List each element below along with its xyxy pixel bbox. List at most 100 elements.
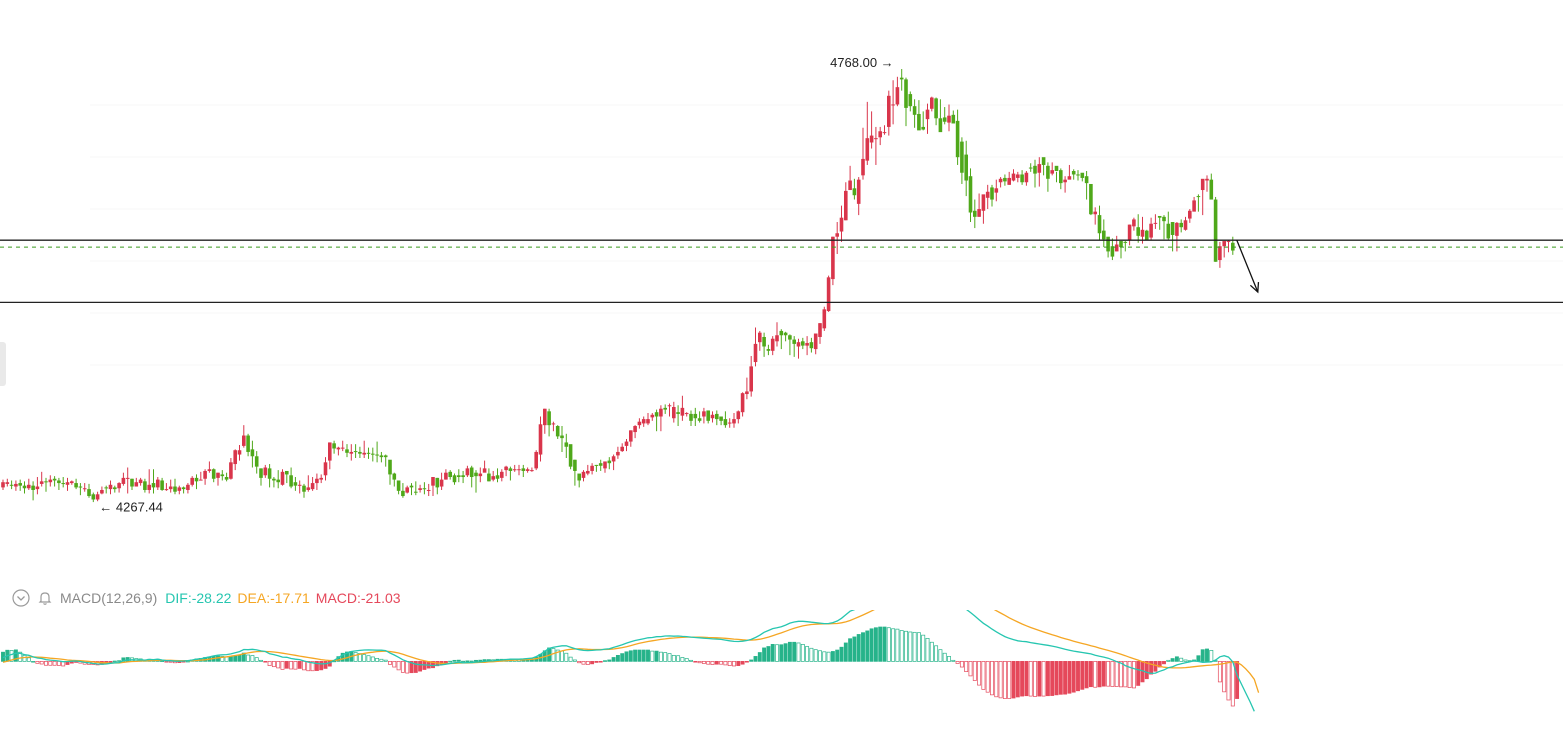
candle-body — [973, 210, 977, 217]
candle-body — [242, 435, 246, 446]
candle-body — [1153, 222, 1158, 224]
projection-arrow — [1236, 239, 1260, 294]
candle-body — [981, 194, 986, 211]
candle — [18, 479, 22, 491]
candle-body — [624, 441, 629, 446]
candle-body — [168, 486, 173, 490]
macd-bar — [461, 660, 466, 663]
candle — [22, 481, 27, 494]
macd-bar — [951, 659, 956, 662]
bell-icon[interactable] — [36, 589, 54, 607]
candle-body — [856, 179, 861, 204]
macd-bar — [1205, 648, 1209, 662]
candle — [667, 403, 672, 417]
candle-body — [1170, 222, 1175, 235]
candle-body — [710, 414, 715, 419]
candle-body — [323, 462, 328, 476]
macd-bar — [164, 661, 169, 663]
candle — [555, 425, 560, 439]
candle — [856, 177, 861, 216]
candle — [792, 336, 796, 357]
candle-body — [310, 483, 315, 490]
candle-body — [1, 482, 5, 488]
macd-bar — [843, 642, 848, 662]
candle — [461, 470, 465, 484]
candle-body — [530, 470, 534, 472]
macd-bar — [830, 651, 835, 662]
macd-bar — [1101, 661, 1106, 687]
candle — [551, 421, 556, 432]
candle-body — [1016, 174, 1020, 178]
candle — [388, 459, 392, 485]
macd-bar — [353, 652, 358, 662]
candle — [981, 194, 986, 224]
macd-bar — [796, 642, 801, 662]
candle-body — [366, 452, 371, 454]
collapse-toggle-icon[interactable] — [12, 589, 30, 607]
candle — [1089, 183, 1093, 216]
candle-body — [715, 413, 719, 420]
candle — [727, 418, 732, 428]
macd-bar — [1093, 661, 1098, 688]
candle-body — [667, 405, 672, 407]
candle — [904, 77, 908, 127]
macd-bar — [895, 628, 900, 662]
candle-body — [891, 104, 895, 106]
macd-bar — [615, 654, 620, 662]
candle-body — [917, 113, 921, 131]
macd-bar — [1235, 661, 1240, 699]
candle-body — [1183, 220, 1188, 230]
candle — [637, 418, 642, 429]
candle-body — [353, 451, 358, 453]
candle-body — [650, 414, 655, 418]
candle-body — [1011, 173, 1016, 181]
dea-value: DEA:-17.71 — [237, 590, 310, 606]
macd-bar — [972, 661, 977, 681]
candle — [732, 413, 736, 428]
candle — [319, 474, 323, 484]
macd-bar — [306, 661, 311, 672]
candle-body — [375, 454, 379, 456]
candle — [444, 469, 448, 480]
candle — [469, 465, 474, 488]
macd-bar — [1045, 661, 1050, 697]
candle — [168, 479, 173, 493]
candle-body — [203, 470, 207, 479]
candle — [629, 430, 633, 447]
macd-bar — [56, 661, 61, 666]
candle — [216, 472, 220, 486]
macd-bar — [934, 645, 939, 662]
candle-body — [848, 180, 852, 191]
macd-bar — [1037, 661, 1042, 697]
candle-body — [878, 131, 882, 138]
candle-body — [706, 410, 710, 421]
candle — [521, 464, 526, 478]
candle-body — [1067, 176, 1072, 180]
candle-body — [672, 407, 676, 419]
candle — [577, 473, 581, 488]
candle-body — [874, 138, 878, 140]
macd-histogram — [1, 626, 1240, 707]
candle — [1222, 241, 1226, 258]
macd-bar — [594, 661, 599, 663]
candle — [1106, 236, 1110, 258]
candle — [383, 454, 388, 467]
price-chart: 4768.00 → ← 4267.44 — [0, 55, 1563, 515]
macd-bar — [1123, 661, 1128, 688]
candle-body — [792, 339, 796, 344]
macd-bar — [671, 654, 676, 662]
candle — [1213, 196, 1218, 262]
side-panel-handle[interactable] — [0, 342, 6, 386]
candle-body — [1209, 179, 1214, 200]
candle-body — [517, 469, 521, 471]
macd-bar — [689, 659, 693, 662]
candle-body — [1196, 196, 1201, 198]
candle — [138, 477, 143, 486]
macd-bar — [1063, 661, 1068, 695]
candle — [517, 464, 521, 476]
candle — [852, 178, 857, 200]
macd-bar — [998, 661, 1003, 699]
candle-body — [1089, 183, 1093, 215]
macd-bar — [250, 655, 255, 662]
